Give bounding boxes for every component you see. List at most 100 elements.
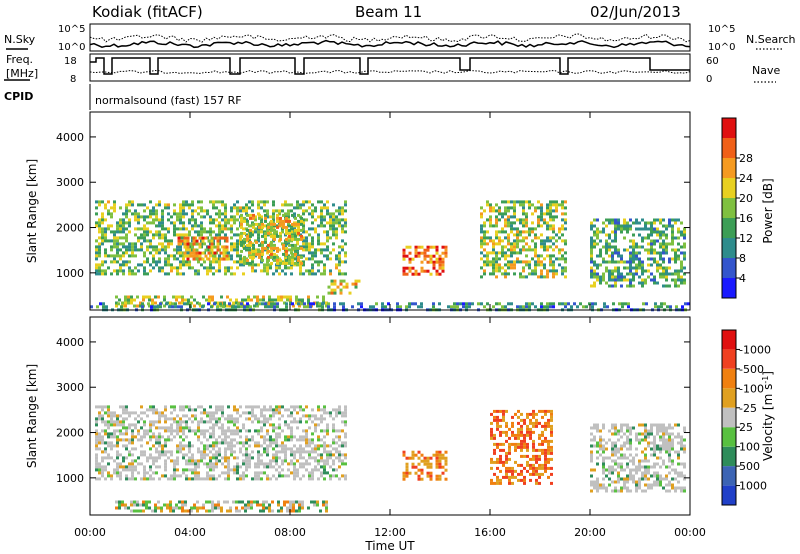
range-gate-cell [218,260,221,264]
range-gate-cell [200,224,203,228]
range-gate-cell [279,234,282,238]
range-gate-cell [167,450,170,454]
range-gate-cell [611,444,614,448]
range-gate-cell [438,263,442,267]
range-gate-cell [278,450,281,454]
range-gate-cell [647,251,650,255]
range-gate-cell [538,421,541,425]
range-gate-cell [486,200,489,204]
range-gate-cell [550,466,553,470]
range-gate-cell [311,236,314,240]
range-gate-cell [119,420,122,424]
range-gate-cell [233,450,236,454]
range-gate-cell [617,477,620,481]
range-gate-cell [272,408,275,412]
range-gate-cell [335,411,338,415]
range-gate-cell [602,438,605,442]
range-gate-cell [251,263,254,267]
range-gate-cell [564,257,567,261]
range-gate-cell [262,295,265,299]
range-gate-cell [671,438,674,442]
range-gate-cell [209,218,212,222]
freq-tick-top: 18 [64,56,77,67]
range-gate-cell [326,212,329,216]
range-gate-cell [535,460,538,464]
range-gate-cell [546,206,549,210]
range-gate-cell [441,471,445,475]
range-gate-cell [254,248,257,252]
range-gate-cell [444,254,448,258]
range-gate-cell [185,233,188,237]
range-gate-cell [254,462,257,466]
x-tick-label: 20:00 [574,526,606,539]
range-gate-cell [257,239,260,243]
range-gate-cell [375,302,378,306]
range-gate-cell [169,506,172,510]
range-gate-cell [614,218,617,222]
range-gate-cell [224,269,227,273]
range-gate-cell [543,305,546,309]
range-gate-cell [593,242,596,246]
range-gate-cell [251,269,254,273]
range-gate-cell [176,266,179,270]
range-gate-cell [167,435,170,439]
range-gate-cell [493,436,496,440]
range-gate-cell [614,233,617,237]
range-gate-cell [296,471,299,475]
range-gate-cell [550,481,553,485]
range-gate-cell [617,450,620,454]
range-gate-cell [272,474,275,478]
range-gate-cell [489,224,492,228]
range-gate-cell [223,301,226,305]
range-gate-cell [137,462,140,466]
range-gate-cell [501,230,504,234]
range-gate-cell [501,272,504,276]
range-gate-cell [119,263,122,267]
range-gate-cell [549,206,552,210]
range-gate-cell [212,206,215,210]
range-gate-cell [149,200,152,204]
range-gate-cell [477,302,480,306]
range-gate-cell [314,423,317,427]
range-gate-cell [665,236,668,240]
range-gate-cell [490,457,493,461]
range-gate-cell [227,405,230,409]
range-gate-cell [142,298,145,302]
range-gate-cell [680,489,683,493]
range-gate-cell [320,453,323,457]
range-gate-cell [203,260,206,264]
range-gate-cell [653,281,656,285]
range-gate-cell [113,459,116,463]
range-gate-cell [104,456,107,460]
range-gate-cell [239,254,242,258]
range-gate-cell [227,266,230,270]
nsky-label: N.Sky [4,33,36,46]
range-gate-cell [420,305,423,309]
range-gate-cell [155,420,158,424]
range-gate-cell [677,269,680,273]
range-gate-cell [270,228,273,232]
range-gate-cell [674,489,677,493]
range-gate-cell [617,432,620,436]
range-gate-cell [344,456,347,460]
range-gate-cell [167,254,170,258]
range-gate-cell [170,411,173,415]
range-gate-cell [209,260,212,264]
range-gate-cell [614,278,617,282]
range-gate-cell [161,411,164,415]
range-gate-cell [659,236,662,240]
range-gate-cell [650,474,653,478]
range-gate-cell [257,203,260,207]
range-gate-cell [590,444,593,448]
range-gate-cell [95,441,98,445]
range-gate-cell [677,272,680,276]
range-gate-cell [291,258,294,262]
range-gate-cell [137,212,140,216]
range-gate-cell [184,503,187,507]
range-gate-cell [279,216,282,220]
range-gate-cell [341,459,344,463]
range-gate-cell [191,200,194,204]
range-gate-cell [540,269,543,273]
range-gate-cell [249,231,252,235]
range-gate-cell [635,447,638,451]
